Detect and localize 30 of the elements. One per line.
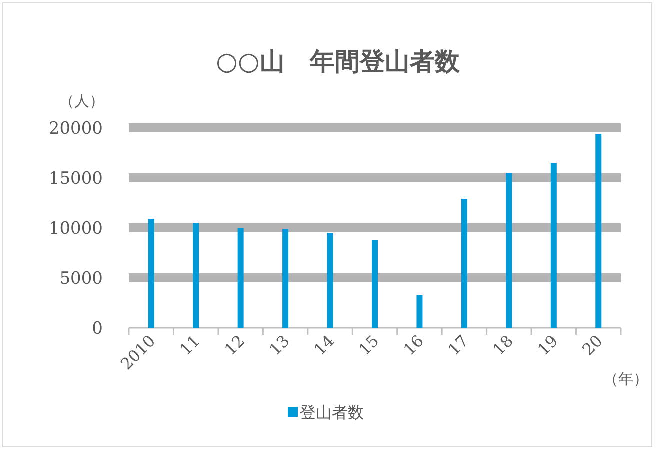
bar — [461, 199, 468, 328]
x-tick-label: 12 — [220, 331, 249, 360]
y-tick-label: 20000 — [48, 119, 103, 139]
y-axis-title: （人） — [60, 92, 104, 110]
x-tick-label: 15 — [354, 331, 383, 360]
x-tick-label: 14 — [310, 331, 338, 360]
y-tick-label: 15000 — [48, 169, 103, 189]
bar — [416, 295, 423, 328]
x-axis-title: （年） — [604, 370, 648, 388]
legend-label: 登山者数 — [300, 403, 364, 422]
x-tick-label: 16 — [400, 331, 428, 360]
x-tick-label: 13 — [266, 331, 294, 360]
bar — [550, 163, 557, 328]
x-tick-label: 18 — [489, 331, 518, 360]
bar — [372, 240, 378, 328]
bar — [327, 233, 334, 328]
y-tick-label: 10000 — [48, 219, 103, 239]
bar — [238, 228, 244, 328]
bar — [596, 134, 602, 328]
x-tick-label: 11 — [176, 331, 204, 360]
x-tick-label: 17 — [444, 331, 472, 360]
bar — [148, 219, 154, 328]
x-tick-label: 19 — [534, 331, 562, 360]
chart-title: ○○山 年間登山者数 — [216, 47, 461, 76]
y-tick-label: 0 — [92, 319, 103, 339]
bar — [506, 173, 512, 328]
bar — [193, 223, 200, 328]
x-tick-label: 20 — [578, 331, 606, 360]
y-tick-label: 5000 — [60, 269, 103, 289]
bar — [282, 229, 289, 328]
